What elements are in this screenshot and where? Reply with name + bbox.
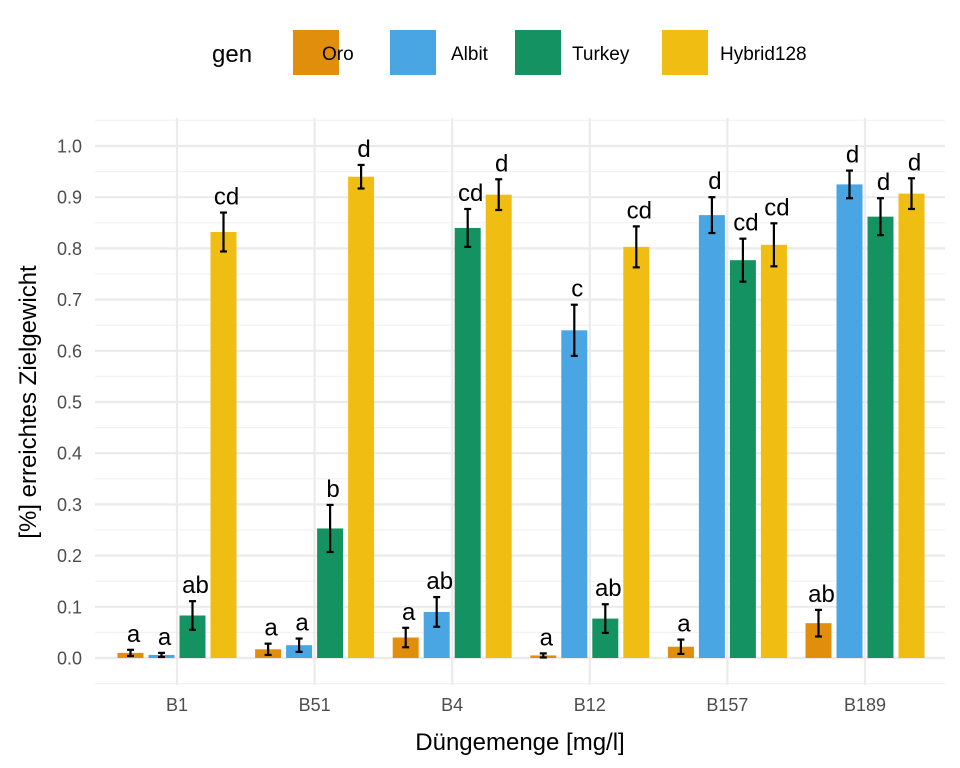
error-bar [189,600,196,631]
x-tick-label: B157 [706,695,748,715]
y-tick-label: 0.9 [57,188,82,208]
y-tick-label: 0.4 [57,444,82,464]
legend-label: Oro [322,44,354,65]
error-bar [846,169,853,200]
y-tick-label: 0.5 [57,393,82,413]
y-tick-label: 0.7 [57,290,82,310]
error-bar [877,197,884,237]
significance-label: d [495,150,508,177]
error-bar [158,651,165,659]
x-tick-label: B189 [844,695,886,715]
y-tick-label: 0.8 [57,239,82,259]
error-bar [908,177,915,211]
legend-key [293,30,339,75]
error-bar [464,207,472,248]
significance-label: ab [182,572,209,599]
significance-label: a [264,615,278,642]
legend-key [515,30,561,75]
error-bar [264,642,272,657]
significance-label: cd [733,210,758,237]
significance-label: d [357,136,370,163]
bar [348,176,375,658]
error-bar [601,603,609,635]
bar [760,244,787,659]
error-bars [127,163,915,659]
legend-key [390,30,436,75]
significance-label: d [908,149,921,176]
significance-label: ab [595,575,622,602]
x-axis-title: Düngemenge [mg/l] [415,729,624,756]
bar [623,246,650,658]
x-tick-label: B4 [441,695,463,715]
legend-label: Albit [451,44,489,65]
significance-label: cd [764,194,789,221]
legend-key [662,30,708,75]
significance-label: c [571,276,583,303]
error-bar [677,638,685,656]
significance-label: d [846,142,859,169]
error-bar [433,595,441,628]
error-bar [495,178,503,212]
error-bar [357,163,365,190]
error-bar [739,237,747,283]
significance-label: d [708,168,721,195]
significance-label: a [158,624,172,651]
error-bar [539,652,547,659]
significance-label: d [877,169,890,196]
x-tick-label: B51 [299,695,331,715]
bar [561,330,588,658]
bar [454,227,481,659]
bar [898,193,925,658]
bar [836,184,863,658]
error-bar [295,637,303,653]
y-tick-label: 0.0 [57,649,82,669]
y-axis-ticks: 0.0 0.1 0.2 0.3 0.4 0.5 0.6 0.7 0.8 0.9 1.0 [57,137,82,669]
error-bar [770,222,778,268]
legend-label: Turkey [572,44,630,65]
y-tick-label: 1.0 [57,137,82,157]
significance-label: cd [214,184,239,211]
significance-label: ab [808,581,835,608]
legend-label: Hybrid128 [720,44,807,65]
significance-label: a [677,611,691,638]
x-tick-label: B12 [574,695,606,715]
error-bar [632,225,640,269]
significance-label: cd [458,180,483,207]
bar [867,216,894,658]
significance-label: a [540,624,554,651]
y-tick-label: 0.2 [57,546,82,566]
legend-title: gen [212,41,252,68]
error-bar [127,648,134,658]
legend: gen Oro Albit Turkey Hybrid128 [212,30,807,75]
significance-label: cd [627,197,652,224]
significance-label: b [326,476,339,503]
error-bar [220,211,227,253]
error-bar [708,196,716,235]
bars [117,176,925,659]
significance-label: a [295,610,309,637]
error-bar [570,303,578,358]
y-tick-label: 0.3 [57,495,82,515]
grid [95,118,945,685]
error-bar [815,608,822,638]
error-bar [402,626,410,649]
error-bar [326,503,334,554]
bar [485,194,512,658]
y-tick-label: 0.1 [57,597,82,617]
bar [210,232,237,659]
x-tick-label: B1 [166,695,188,715]
bar [698,215,725,658]
x-axis-ticks: B1 B51 B4 B12 B157 B189 [166,695,886,715]
significance-label: ab [426,568,453,595]
y-axis-title: [%] erreichtes Zielgewicht [15,265,42,539]
significance-label: a [127,621,141,648]
bar [729,260,756,658]
y-tick-label: 0.6 [57,341,82,361]
significance-label: a [402,599,416,626]
